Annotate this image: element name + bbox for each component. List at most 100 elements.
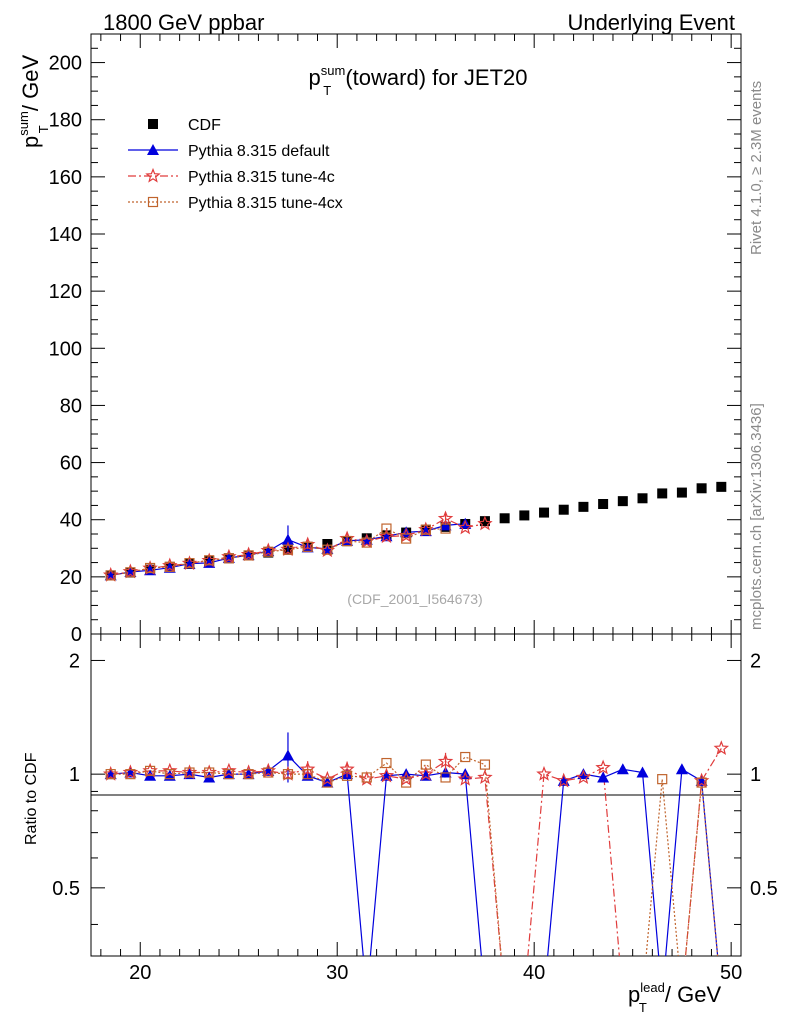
y-tick-label: 200 [49, 53, 82, 75]
point-cdf [598, 499, 609, 509]
reference-label: (CDF_2001_I564673) [347, 591, 482, 607]
legend-marker-default [147, 144, 159, 155]
ratio-point-tune4cx [341, 770, 353, 781]
y-tick-label: 180 [49, 110, 82, 132]
ratio-point-tune4c [555, 772, 572, 788]
ratio-point-default [577, 768, 590, 780]
ratio-point-tune4cx [361, 772, 372, 783]
point-tune4cx [381, 523, 392, 534]
ratio-point-tune4cx [105, 769, 116, 780]
point-tune4cx [263, 546, 274, 557]
ratio-point-tune4cx [381, 757, 392, 769]
point-tune4cx [341, 536, 353, 547]
mcplots-label: mcplots.cern.ch [arXiv:1306.3436] [748, 403, 765, 630]
y-tick-label: 140 [49, 224, 82, 246]
x-tick-label: 30 [326, 962, 348, 984]
point-tune4c [477, 515, 493, 531]
point-cdf [676, 487, 687, 498]
header-left: 1800 GeV ppbar [103, 10, 264, 35]
point-cdf [637, 493, 648, 504]
ratio-line-tune4cx [110, 756, 719, 956]
header-right: Underlying Event [567, 10, 735, 35]
point-tune4cx [144, 562, 156, 574]
ratio-point-tune4cx [696, 777, 707, 788]
main-panel-data [102, 481, 727, 582]
point-tune4cx [322, 544, 333, 555]
ratio-point-tune4cx [223, 769, 234, 780]
legend-marker-tune4cx [147, 196, 159, 208]
point-cdf [696, 483, 707, 494]
ratio-point-default [163, 769, 176, 781]
point-cdf [479, 516, 490, 527]
ratio-point-default [616, 763, 629, 775]
x-tick-label: 50 [720, 962, 742, 984]
y-axis-label: psum T / GeV [16, 55, 51, 148]
ratio-point-tune4c [299, 761, 316, 776]
ratio-point-tune4cx [657, 774, 668, 785]
point-cdf [617, 496, 628, 507]
y-tick-label: 100 [49, 338, 82, 360]
point-cdf [499, 513, 510, 524]
ratio-point-tune4cx [401, 777, 412, 788]
legend-label-tune4c: Pythia 8.315 tune-4c [188, 169, 335, 186]
ratio-tick-label-left: 2 [69, 650, 80, 672]
rivet-version-label: Rivet 4.1.0, ≥ 2.3M events [748, 81, 765, 255]
ratio-panel-data [102, 732, 730, 956]
ratio-point-tune4cx [440, 772, 451, 783]
ratio-point-tune4c [162, 762, 178, 778]
ratio-point-tune4c [339, 761, 355, 776]
ratio-point-tune4c [398, 770, 414, 786]
ratio-point-default [675, 763, 688, 775]
ratio-tick-label-left: 1 [69, 764, 80, 786]
point-tune4cx [204, 555, 215, 566]
ratio-line-default [110, 754, 719, 956]
ratio-point-tune4c [418, 765, 434, 781]
ratio-point-tune4cx [322, 777, 333, 788]
y-tick-label: 80 [60, 395, 82, 417]
x-tick-label: 40 [523, 962, 545, 984]
point-cdf [578, 501, 589, 512]
ratio-point-tune4cx [125, 769, 136, 780]
ratio-point-tune4cx [302, 769, 313, 780]
ratio-line-tune4c [110, 748, 722, 956]
point-tune4cx [184, 558, 195, 569]
legend-label-cdf: CDF [188, 117, 221, 134]
ratio-point-default [281, 749, 294, 761]
ratio-point-tune4c [595, 759, 611, 775]
ratio-point-default [439, 766, 452, 778]
ratio-tick-label-right: 2 [750, 650, 761, 672]
ratio-point-tune4cx [263, 767, 274, 778]
ratio-tick-label-left: 0.5 [52, 878, 80, 900]
y-tick-label: 40 [60, 510, 82, 532]
legend: CDF Pythia 8.315 default Pythia 8.315 tune… [128, 117, 343, 212]
ratio-point-tune4cx [184, 767, 195, 778]
x-axis-label: plead T / GeV [628, 980, 721, 1015]
point-cdf [539, 507, 550, 518]
y-tick-label: 60 [60, 453, 82, 475]
y-tick-label: 120 [49, 281, 82, 303]
point-cdf [519, 510, 530, 521]
ratio-point-tune4c [378, 767, 395, 783]
point-tune4cx [440, 523, 451, 534]
point-cdf [558, 504, 569, 515]
y-tick-label: 20 [60, 567, 82, 589]
point-tune4c [437, 510, 454, 526]
ratio-point-default [597, 771, 610, 783]
legend-label-tune4cx: Pythia 8.315 tune-4cx [188, 195, 343, 212]
point-tune4cx [302, 541, 313, 552]
ratio-point-tune4c [536, 765, 552, 781]
point-cdf [716, 481, 727, 492]
point-tune4cx [401, 533, 412, 544]
point-tune4cx [105, 570, 116, 581]
point-tune4cx [223, 553, 234, 564]
ratio-point-tune4cx [204, 767, 215, 778]
ratio-point-tune4cx [460, 751, 471, 763]
ratio-point-tune4c [437, 753, 454, 769]
point-tune4cx [243, 550, 254, 561]
point-tune4cx [125, 567, 136, 578]
point-default [439, 519, 452, 531]
ratio-point-tune4c [477, 769, 493, 785]
y-tick-label: 160 [49, 167, 82, 189]
x-tick-label: 20 [129, 962, 151, 984]
y-tick-label: 0 [71, 624, 82, 646]
